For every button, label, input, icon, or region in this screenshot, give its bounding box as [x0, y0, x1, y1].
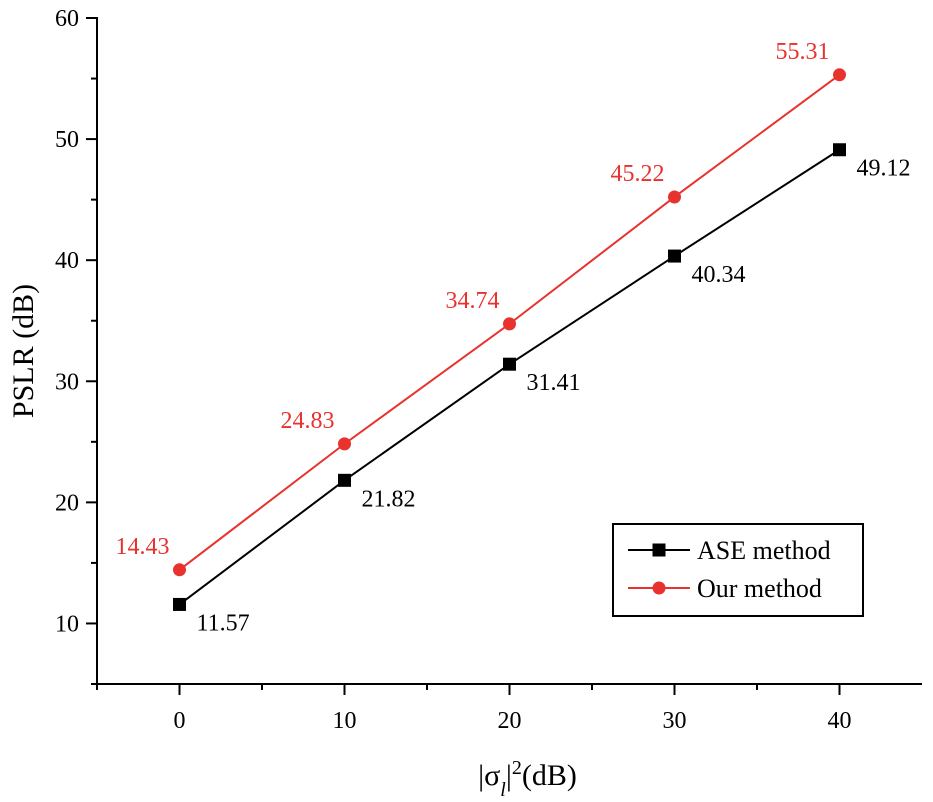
y-tick-label: 50 [55, 127, 79, 153]
data-point [668, 190, 681, 204]
y-ticks: 10 20 30 40 50 60 [55, 6, 97, 685]
data-label: 24.83 [281, 408, 335, 434]
data-point [338, 473, 351, 487]
data-point [173, 563, 186, 577]
data-point [668, 249, 681, 263]
x-ticks: 0 10 20 30 40 [96, 684, 852, 734]
data-point [833, 143, 846, 157]
data-point [833, 68, 846, 82]
y-axis-title: PSLR (dB) [7, 284, 40, 418]
y-tick-label: 40 [55, 248, 79, 274]
x-tick-label: 40 [828, 708, 852, 734]
axes: 0 10 20 30 40 10 20 30 40 50 60 [55, 6, 922, 734]
x-tick-label: 10 [333, 708, 357, 734]
x-tick-label: 30 [663, 708, 687, 734]
data-point [503, 357, 516, 371]
x-tick-label: 20 [498, 708, 522, 734]
y-tick-label: 60 [55, 6, 79, 32]
x-tick-label: 0 [174, 708, 186, 734]
data-label: 45.22 [611, 161, 665, 187]
x-axis-title: |σl|2(dB) [478, 757, 577, 801]
data-labels: 11.57 21.82 31.41 40.34 49.12 14.43 24.83 34.74… [116, 39, 911, 637]
data-label: 14.43 [116, 534, 170, 560]
data-point [338, 437, 351, 451]
series-layer [173, 68, 846, 611]
data-label: 21.82 [362, 486, 416, 512]
y-tick-label: 10 [55, 611, 79, 637]
y-tick-label: 20 [55, 490, 79, 516]
data-point [173, 597, 186, 611]
data-label: 11.57 [197, 610, 250, 636]
data-label: 55.31 [776, 39, 830, 65]
legend-label: Our method [697, 574, 822, 603]
data-label: 40.34 [692, 262, 746, 288]
legend-marker [652, 581, 666, 595]
data-label: 31.41 [527, 370, 581, 396]
data-label: 34.74 [446, 288, 500, 314]
legend-label: ASE method [697, 536, 831, 565]
data-label: 49.12 [857, 156, 911, 182]
legend: ASE method Our method [612, 523, 864, 617]
legend-marker [652, 543, 666, 557]
data-point [503, 317, 516, 331]
y-tick-label: 30 [55, 369, 79, 395]
legend-box [612, 523, 864, 617]
